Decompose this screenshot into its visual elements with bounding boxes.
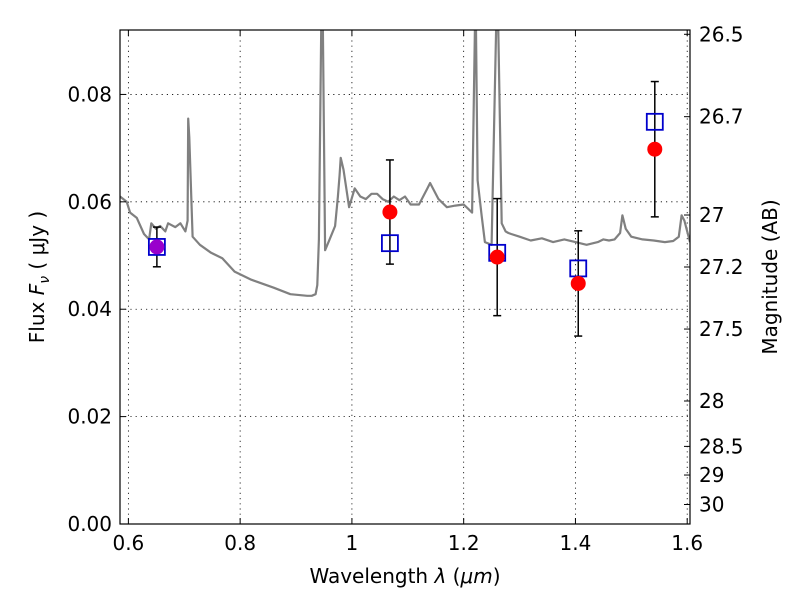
magnitude-tick-label: 27.5 <box>699 317 744 341</box>
magnitude-tick-label: 27.2 <box>699 255 744 279</box>
magnitude-tick-label: 26.5 <box>699 22 744 46</box>
observed-point <box>382 204 398 220</box>
x-tick-label: 0.8 <box>224 531 256 555</box>
observed-point <box>647 141 663 157</box>
spectrum-line <box>120 30 690 297</box>
magnitude-tick-label: 29 <box>699 463 724 487</box>
x-axis-title: Wavelength λ (μm) <box>309 564 500 588</box>
model-square <box>645 112 664 131</box>
y-tick-label: 0.04 <box>67 297 112 321</box>
y-tick-label: 0.08 <box>67 82 112 106</box>
magnitude-tick-label: 27 <box>699 203 724 227</box>
model-square <box>147 238 166 256</box>
x-tick-label: 1.4 <box>560 531 592 555</box>
y-axis-title: Flux Fν ( μJy ) <box>25 211 53 343</box>
magnitude-tick-label: 26.7 <box>699 105 744 129</box>
plot-background <box>120 30 690 524</box>
grid <box>120 30 690 525</box>
y-tick-label: 0.06 <box>67 190 112 214</box>
data-series <box>120 30 690 337</box>
x-tick-label: 0.6 <box>112 531 144 555</box>
observed-point <box>570 275 586 291</box>
magnitude-tick-label: 28.5 <box>699 434 744 458</box>
magnitude-tick-label: 30 <box>699 493 724 517</box>
x-tick-label: 1 <box>346 531 359 555</box>
observed-point <box>489 249 505 265</box>
axis-ticks: 0.6 0.8 1 1.2 1.4 1.6 0.00 0.02 0.04 0.06 0.08 26.5… <box>67 22 743 555</box>
model-square <box>381 234 399 253</box>
x-tick-label: 1.6 <box>671 531 703 555</box>
magnitude-axis-title: Magnitude (AB) <box>758 199 782 354</box>
y-tick-label: 0.02 <box>67 405 112 429</box>
y-tick-label: 0.00 <box>67 512 112 536</box>
plot-frame <box>119 29 691 525</box>
magnitude-tick-label: 28 <box>699 389 724 413</box>
x-tick-label: 1.2 <box>448 531 480 555</box>
observed-point <box>149 239 165 255</box>
